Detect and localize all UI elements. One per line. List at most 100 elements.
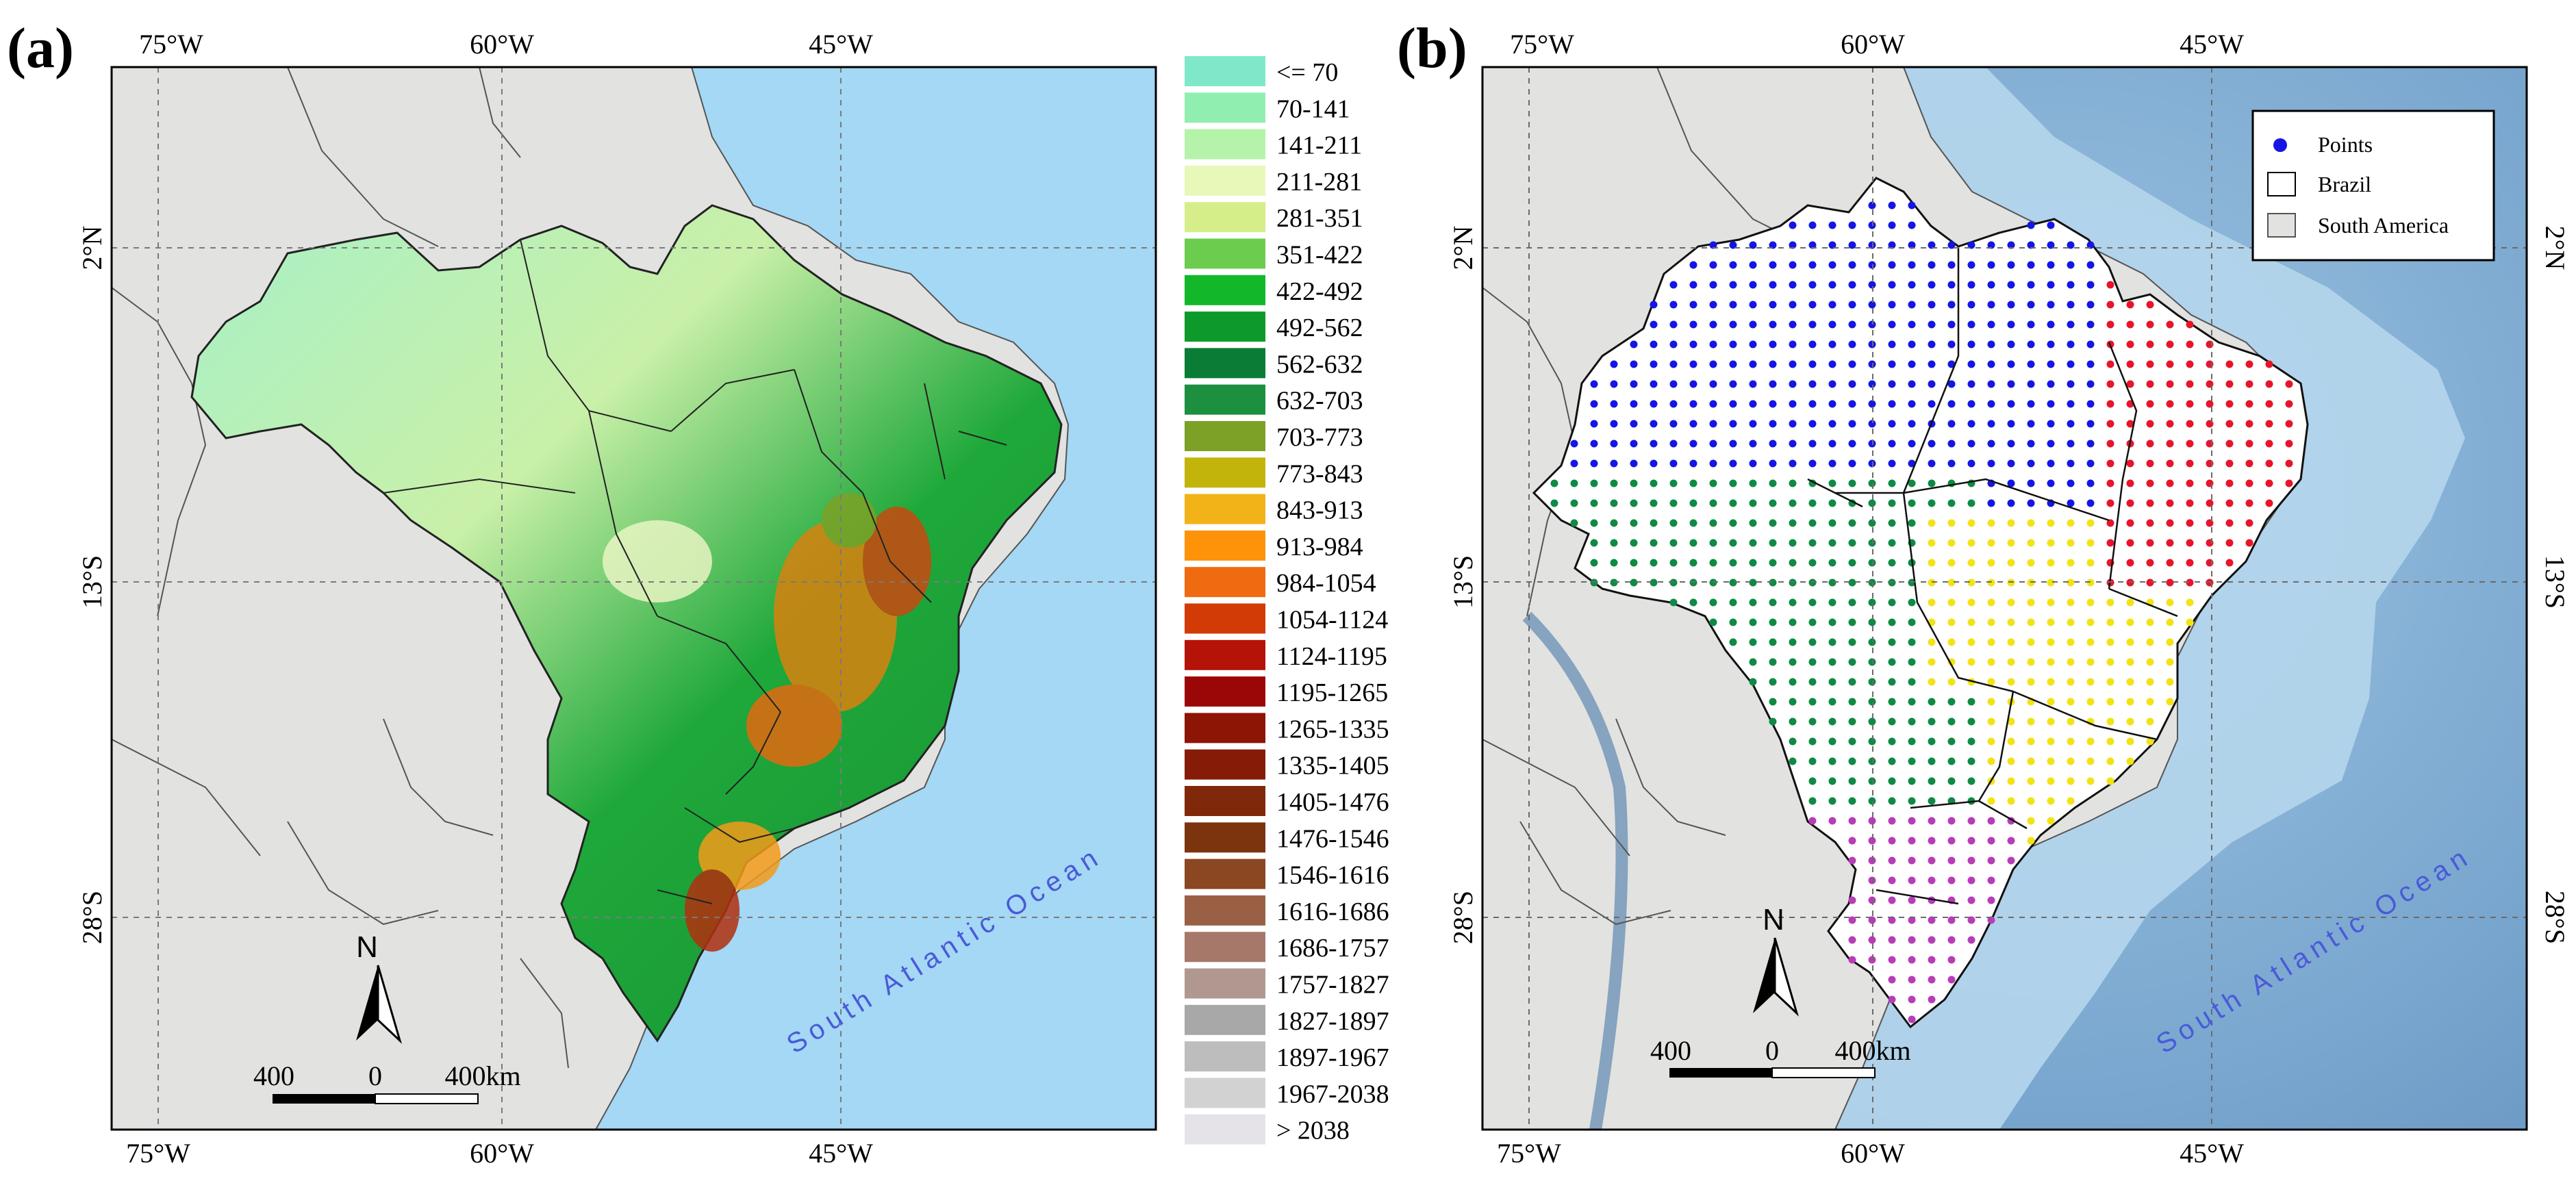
sample-point [1729,479,1737,487]
sample-point [2106,360,2114,368]
sample-point [1928,519,1936,527]
sample-point [1987,618,1995,626]
sample-point [2007,420,2015,428]
sample-point [1908,916,1916,924]
legend-brazil-label: Brazil [2318,172,2371,196]
sample-point [2245,400,2253,408]
sample-point [1689,340,1697,348]
sample-point [2225,519,2234,527]
sample-point [1550,479,1558,487]
sample-point [1987,817,1995,825]
sample-point [2067,459,2075,468]
legend-swatch [1185,311,1265,342]
sample-point [1669,519,1678,527]
sample-point [1967,896,1975,904]
sample-point [1590,539,1598,547]
sample-point [1947,856,1956,865]
country-borders-b [1482,67,1808,926]
sample-point [1908,698,1916,706]
sample-point [1928,380,1936,388]
legend-label: 211-281 [1276,168,1362,196]
sample-point [1630,479,1638,487]
sample-point [2146,658,2154,666]
sample-point [1610,499,1618,507]
sample-point [1947,281,1956,289]
legend-label: <= 70 [1276,58,1338,87]
sample-point [1848,618,1856,626]
sample-point [1709,380,1717,388]
north-arrow-a: N [356,930,402,1044]
sample-point [1848,817,1856,825]
sample-point [1789,638,1797,646]
sample-point [2086,459,2095,468]
sample-point [2047,598,2055,607]
sample-point [1808,320,1817,329]
legend-label: 1686-1757 [1276,934,1389,963]
sample-point [2047,797,2055,805]
sample-point [1928,241,1936,249]
sample-point [1848,936,1856,944]
sample-point [2086,400,2095,408]
sample-point [1947,499,1956,507]
sample-point [1947,340,1956,348]
sample-point [1908,995,1916,1004]
sample-point [1928,837,1936,845]
points-legend: Points Brazil South America [2251,110,2495,262]
sample-point [1928,797,1936,805]
scale-mid-b: 0 [1765,1035,1779,1066]
sample-point [1908,757,1916,765]
sample-point [2225,400,2234,408]
tick-top-a-2: 45°W [809,29,873,60]
sample-point [1689,380,1697,388]
sample-point [2047,638,2055,646]
tick-right-b-2: 28°S [2540,891,2571,944]
sample-point [1888,956,1896,964]
sample-point [1888,698,1896,706]
sample-point [1828,459,1836,468]
legend-swatch [1185,494,1265,524]
brazil-outline-b [1532,177,2309,1029]
sample-point [1789,717,1797,726]
sample-point [2126,757,2134,765]
sample-point [2086,241,2095,249]
sample-point [2146,618,2154,626]
sample-point [1928,638,1936,646]
sample-point [1769,340,1777,348]
sample-point [1908,976,1916,984]
sample-point [1967,598,1975,607]
sample-point [1769,559,1777,567]
legend-label: 1124-1195 [1276,642,1387,671]
sample-point [1947,936,1956,944]
legend-swatch [1185,56,1265,86]
sample-point [1987,678,1995,686]
sample-point [1908,340,1916,348]
sample-point [1808,360,1817,368]
sample-point [1650,301,1658,309]
sample-point [2285,420,2293,428]
sample-point [1550,499,1558,507]
sample-point [1987,301,1995,309]
sample-point [1828,717,1836,726]
sample-point [1928,777,1936,785]
sample-point [1729,559,1737,567]
sample-point [2086,539,2095,547]
sample-point [2007,638,2015,646]
tick-bottom-b-1: 60°W [1841,1138,1905,1169]
sample-point [1689,301,1697,309]
sample-point [1908,797,1916,805]
sample-point [2067,400,2075,408]
sample-point [2245,360,2253,368]
sample-point [1947,876,1956,885]
sample-point [2047,360,2055,368]
sample-point [1987,539,1995,547]
legend-label: 1616-1686 [1276,898,1389,926]
sample-point [1947,737,1956,746]
sample-point [2166,459,2174,468]
sample-point [2007,499,2015,507]
sample-point [1928,916,1936,924]
sample-point [1967,638,1975,646]
legend-label: 1476-1546 [1276,824,1389,853]
sample-point [1928,539,1936,547]
sample-point [1947,777,1956,785]
sample-point [1908,420,1916,428]
